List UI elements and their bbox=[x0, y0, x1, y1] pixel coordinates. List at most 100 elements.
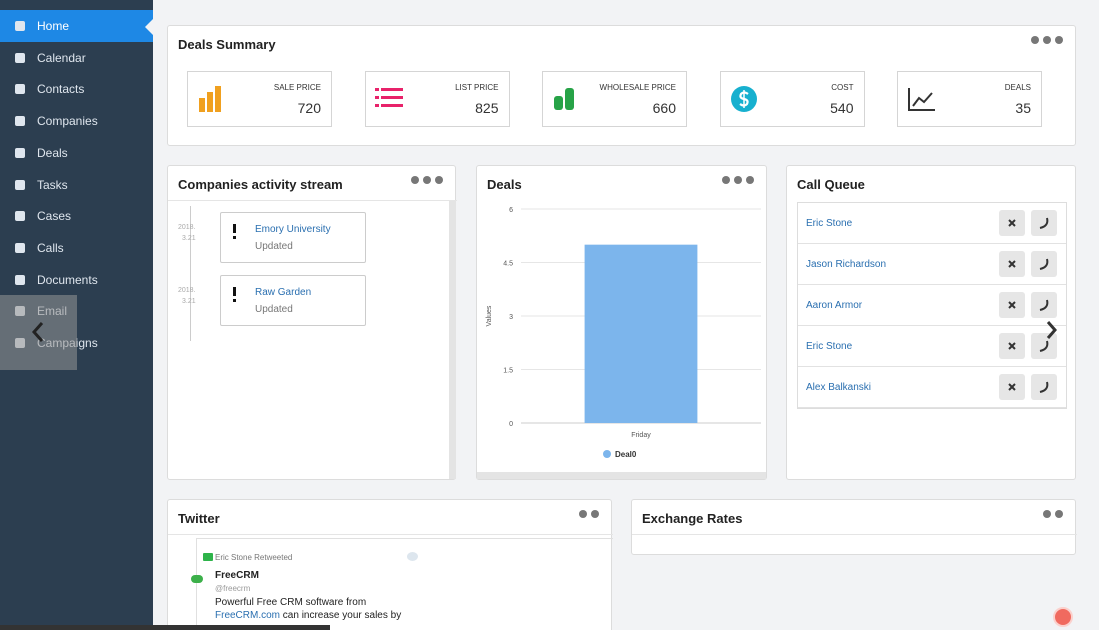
divider bbox=[168, 200, 457, 201]
prev-icon bbox=[31, 322, 44, 342]
entry-status: Updated bbox=[255, 241, 293, 252]
x-icon bbox=[1008, 342, 1016, 350]
x-icon bbox=[1008, 383, 1016, 391]
caller-link[interactable]: Jason Richardson bbox=[806, 259, 887, 270]
retweet-text: Eric Stone Retweeted bbox=[215, 553, 293, 562]
nav-item[interactable]: Documents bbox=[0, 264, 153, 296]
company-link[interactable]: Emory University bbox=[255, 224, 331, 235]
entry-year: 2018. bbox=[178, 224, 196, 231]
card-label: COST bbox=[831, 83, 854, 92]
tweet-text: FreeCRM.com can increase your sales by bbox=[215, 610, 401, 621]
activity-entry: Emory University Updated bbox=[220, 212, 366, 263]
nav-item[interactable]: Home bbox=[0, 10, 153, 42]
bar-chart: 0 1.5 3 4.5 6 Values Friday Deal0 bbox=[486, 207, 761, 459]
caller-link[interactable]: Eric Stone bbox=[806, 218, 853, 229]
dismiss-button[interactable] bbox=[999, 374, 1025, 400]
y-tick-label: 6 bbox=[509, 207, 513, 214]
icon-graphic bbox=[554, 88, 574, 110]
x-icon bbox=[1008, 301, 1016, 309]
entry-year: 2018. bbox=[178, 287, 196, 294]
dismiss-button[interactable] bbox=[999, 333, 1025, 359]
card-value: 540 bbox=[830, 100, 854, 116]
notification-button[interactable] bbox=[1053, 607, 1073, 627]
scrollbar[interactable] bbox=[449, 201, 456, 479]
panel-title: Call Queue bbox=[797, 177, 865, 192]
caller-link[interactable]: Eric Stone bbox=[806, 341, 853, 352]
nav-item[interactable]: Cases bbox=[0, 200, 153, 232]
call-button[interactable] bbox=[1031, 292, 1057, 318]
x-tick-label: Friday bbox=[631, 432, 651, 439]
call-button[interactable] bbox=[1031, 210, 1057, 236]
panel-tools[interactable] bbox=[579, 510, 599, 518]
alert-icon bbox=[233, 287, 236, 299]
legend-swatch[interactable] bbox=[603, 450, 611, 458]
status-bar bbox=[0, 625, 330, 630]
card-label: WHOLESALE PRICE bbox=[599, 83, 676, 92]
active-notch bbox=[145, 18, 154, 36]
phone-icon bbox=[1039, 381, 1049, 393]
queue-row: Eric Stone bbox=[798, 326, 1066, 367]
tweet-handle: @freecrm bbox=[215, 584, 251, 593]
panel-tools[interactable] bbox=[722, 176, 754, 184]
card-value: 825 bbox=[475, 100, 499, 116]
call-button[interactable] bbox=[1031, 374, 1057, 400]
panel-title: Twitter bbox=[178, 511, 220, 526]
card-icon bbox=[907, 84, 937, 119]
dismiss-button[interactable] bbox=[999, 292, 1025, 318]
card-label: DEALS bbox=[1004, 83, 1031, 92]
call-button[interactable] bbox=[1031, 333, 1057, 359]
card-value: 720 bbox=[297, 100, 321, 116]
caller-link[interactable]: Alex Balkanski bbox=[806, 382, 872, 393]
icon-graphic bbox=[374, 88, 403, 107]
nav-item[interactable]: Deals bbox=[0, 137, 153, 169]
nav-icon bbox=[15, 21, 25, 31]
x-icon bbox=[1008, 260, 1016, 268]
panel-tools[interactable] bbox=[411, 176, 443, 184]
twitter-logo bbox=[407, 552, 418, 561]
y-tick-label: 1.5 bbox=[503, 368, 513, 375]
phone-icon bbox=[1039, 258, 1049, 270]
phone-icon bbox=[1039, 299, 1049, 311]
caller-link[interactable]: Aaron Armor bbox=[806, 300, 863, 311]
card-icon bbox=[552, 84, 582, 119]
timeline bbox=[190, 206, 191, 341]
nav-icon bbox=[15, 84, 25, 95]
dismiss-button[interactable] bbox=[999, 210, 1025, 236]
queue-row: Aaron Armor bbox=[798, 285, 1066, 326]
tweet-link[interactable]: FreeCRM.com bbox=[215, 610, 281, 621]
queue-list: Eric Stone Jason Richardson Aaron Armor Eri… bbox=[797, 202, 1067, 409]
tweet: Eric Stone Retweeted FreeCRM @freecrm Po… bbox=[191, 538, 613, 630]
deals-summary-panel: Deals Summary SALE PRICE 720 LIST PRICE 825… bbox=[167, 25, 1076, 146]
prev-arrow[interactable] bbox=[0, 295, 77, 370]
panel-title: Deals bbox=[487, 177, 522, 192]
summary-card: LIST PRICE 825 bbox=[364, 71, 510, 127]
activity-entry: Raw Garden Updated bbox=[220, 275, 366, 326]
nav-item[interactable]: Tasks bbox=[0, 169, 153, 201]
nav-item[interactable]: Calls bbox=[0, 232, 153, 264]
next-arrow[interactable] bbox=[1040, 315, 1060, 350]
queue-row: Eric Stone bbox=[798, 203, 1066, 244]
nav-item[interactable]: Contacts bbox=[0, 73, 153, 105]
divider bbox=[168, 534, 613, 535]
y-tick-label: 0 bbox=[509, 421, 513, 428]
icon-graphic bbox=[730, 86, 757, 112]
panel-tools[interactable] bbox=[1043, 510, 1063, 518]
scrollbar[interactable] bbox=[477, 472, 766, 479]
card-label: SALE PRICE bbox=[273, 83, 321, 92]
entry-day: 3.21 bbox=[182, 298, 196, 305]
nav-item[interactable]: Calendar bbox=[0, 42, 153, 74]
bar bbox=[584, 244, 698, 423]
dismiss-button[interactable] bbox=[999, 251, 1025, 277]
panel-title: Exchange Rates bbox=[642, 511, 743, 526]
panel-tools[interactable] bbox=[1031, 36, 1063, 44]
call-button[interactable] bbox=[1031, 251, 1057, 277]
tweet-name: FreeCRM bbox=[215, 570, 259, 581]
y-tick-label: 4.5 bbox=[503, 261, 513, 268]
nav-icon bbox=[15, 52, 25, 63]
nav-item[interactable]: Companies bbox=[0, 105, 153, 137]
legend-label[interactable]: Deal0 bbox=[615, 450, 637, 459]
company-link[interactable]: Raw Garden bbox=[255, 287, 312, 298]
card-label: LIST PRICE bbox=[455, 83, 499, 92]
retweet-icon bbox=[203, 553, 213, 561]
summary-card: COST 540 bbox=[719, 71, 865, 127]
